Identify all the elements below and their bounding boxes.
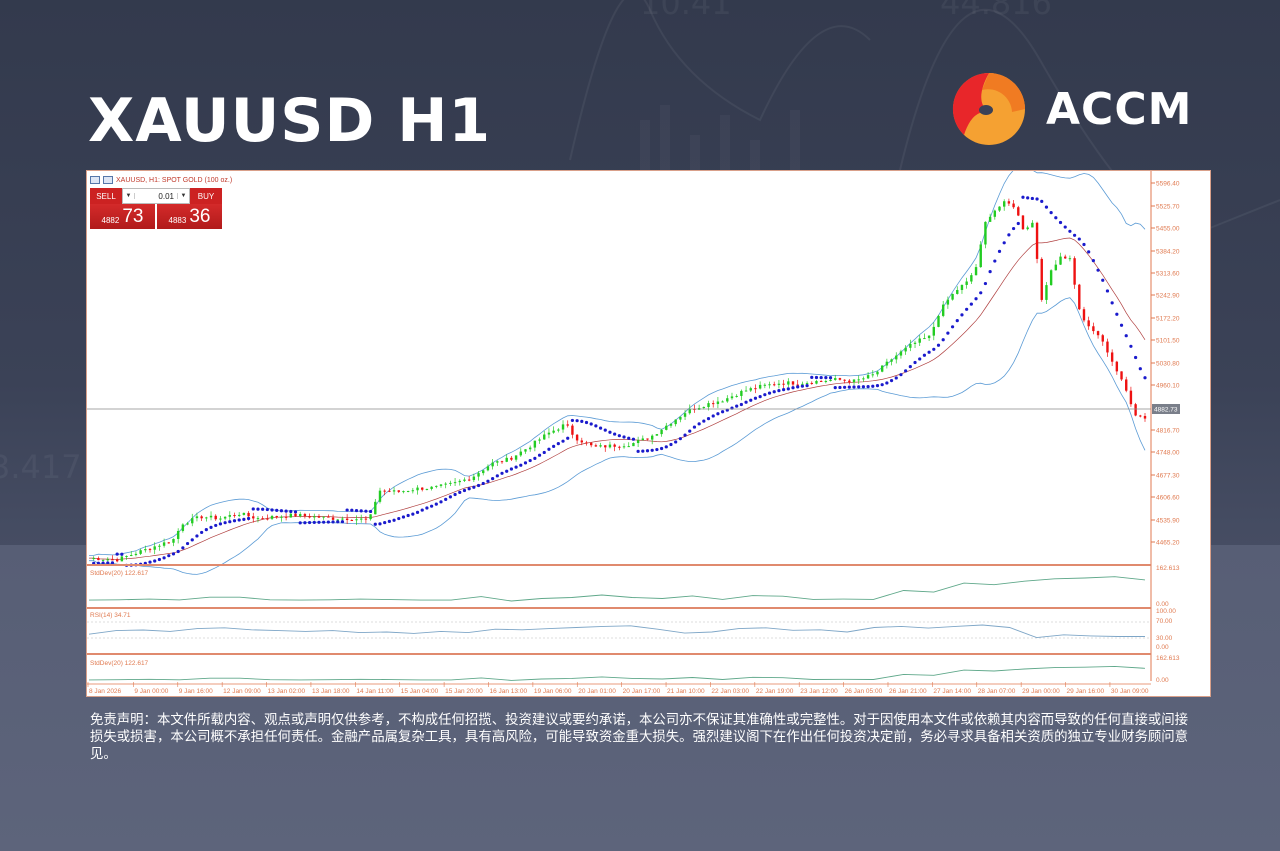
svg-text:4535.90: 4535.90	[1156, 518, 1180, 525]
sell-price-button[interactable]: 4882 73	[90, 204, 155, 229]
svg-text:4677.30: 4677.30	[1156, 473, 1180, 480]
svg-text:28 Jan 07:00: 28 Jan 07:00	[978, 688, 1016, 695]
chart-symbol-label: XAUUSD, H1: SPOT GOLD (100 oz.)	[116, 176, 233, 184]
trading-chart-window[interactable]: 5596.40 5525.70 5455.00 5384.20 5313.60 5242.…	[86, 170, 1211, 697]
sell-price-prefix: 4882	[101, 216, 120, 225]
bollinger-lower	[89, 297, 1146, 575]
svg-text:RSI(14) 34.71: RSI(14) 34.71	[90, 612, 131, 619]
buy-price-button[interactable]: 4883 36	[157, 204, 222, 229]
svg-text:8 Jan 2026: 8 Jan 2026	[89, 688, 122, 695]
svg-text:4465.20: 4465.20	[1156, 540, 1180, 547]
svg-text:30 Jan 09:00: 30 Jan 09:00	[1111, 688, 1149, 695]
svg-text:13 Jan 18:00: 13 Jan 18:00	[312, 688, 350, 695]
svg-text:10.41: 10.41	[640, 0, 732, 22]
svg-text:100.00: 100.00	[1156, 608, 1176, 615]
svg-text:5030.80: 5030.80	[1156, 361, 1180, 368]
svg-text:23 Jan 12:00: 23 Jan 12:00	[800, 688, 838, 695]
svg-text:0.00: 0.00	[1156, 644, 1169, 651]
svg-text:9 Jan 16:00: 9 Jan 16:00	[179, 688, 213, 695]
svg-text:22 Jan 19:00: 22 Jan 19:00	[756, 688, 794, 695]
svg-text:15 Jan 04:00: 15 Jan 04:00	[401, 688, 439, 695]
current-price-label: 4882.73	[1154, 407, 1178, 414]
disclaimer-text: 免责声明：本文件所载内容、观点或声明仅供参考，不构成任何招揽、投资建议或要约承诺…	[90, 713, 1189, 762]
svg-text:26 Jan 05:00: 26 Jan 05:00	[845, 688, 883, 695]
lot-size-input[interactable]: ▼ 0.01 ▼	[122, 188, 190, 204]
svg-text:13 Jan 02:00: 13 Jan 02:00	[268, 688, 306, 695]
svg-text:21 Jan 10:00: 21 Jan 10:00	[667, 688, 705, 695]
svg-text:4816.70: 4816.70	[1156, 428, 1180, 435]
svg-text:StdDev(20) 122.617: StdDev(20) 122.617	[90, 660, 149, 667]
lot-increase-icon[interactable]: ▼	[177, 193, 189, 199]
svg-text:162.613: 162.613	[1156, 655, 1180, 662]
svg-text:5596.40: 5596.40	[1156, 181, 1180, 188]
svg-text:5313.60: 5313.60	[1156, 271, 1180, 278]
sell-button[interactable]: SELL	[90, 188, 122, 204]
lot-size-value[interactable]: 0.01	[158, 191, 174, 201]
svg-text:4748.00: 4748.00	[1156, 450, 1180, 457]
candles	[92, 198, 1147, 564]
svg-text:20 Jan 01:00: 20 Jan 01:00	[578, 688, 616, 695]
svg-text:19 Jan 06:00: 19 Jan 06:00	[534, 688, 572, 695]
svg-text:20 Jan 17:00: 20 Jan 17:00	[623, 688, 661, 695]
svg-text:44.816: 44.816	[940, 0, 1052, 22]
moving-average	[89, 237, 1146, 560]
svg-text:30.00: 30.00	[1156, 635, 1173, 642]
svg-text:22 Jan 03:00: 22 Jan 03:00	[711, 688, 749, 695]
svg-text:162.613: 162.613	[1156, 565, 1180, 572]
sell-price-pips: 73	[122, 206, 144, 227]
svg-text:3.417: 3.417	[0, 448, 82, 486]
buy-price-pips: 36	[189, 206, 211, 227]
svg-text:12 Jan 09:00: 12 Jan 09:00	[223, 688, 261, 695]
svg-text:14 Jan 11:00: 14 Jan 11:00	[356, 688, 393, 695]
svg-text:70.00: 70.00	[1156, 618, 1173, 625]
svg-text:5455.00: 5455.00	[1156, 226, 1180, 233]
svg-text:5242.90: 5242.90	[1156, 293, 1180, 300]
svg-text:0.00: 0.00	[1156, 601, 1169, 608]
svg-text:9 Jan 00:00: 9 Jan 00:00	[134, 688, 168, 695]
svg-text:5101.50: 5101.50	[1156, 338, 1180, 345]
lot-decrease-icon[interactable]: ▼	[123, 193, 135, 199]
svg-text:5172.20: 5172.20	[1156, 316, 1180, 323]
svg-text:16 Jan 13:00: 16 Jan 13:00	[489, 688, 527, 695]
parabolic-sar	[92, 195, 1147, 567]
price-chart-canvas[interactable]: 5596.40 5525.70 5455.00 5384.20 5313.60 5242.…	[87, 171, 1212, 698]
svg-text:5525.70: 5525.70	[1156, 204, 1180, 211]
buy-price-prefix: 4883	[168, 216, 187, 225]
bollinger-upper	[89, 171, 1146, 556]
chart-properties-icon[interactable]	[103, 176, 113, 184]
chart-header: XAUUSD, H1: SPOT GOLD (100 oz.)	[90, 176, 232, 184]
svg-text:4606.60: 4606.60	[1156, 495, 1180, 502]
page-title: XAUUSD H1	[88, 86, 492, 156]
svg-text:29 Jan 00:00: 29 Jan 00:00	[1022, 688, 1060, 695]
svg-text:29 Jan 16:00: 29 Jan 16:00	[1067, 688, 1105, 695]
svg-text:15 Jan 20:00: 15 Jan 20:00	[445, 688, 483, 695]
brand-logo: ACCM	[952, 72, 1192, 146]
svg-text:StdDev(20) 122.617: StdDev(20) 122.617	[90, 570, 149, 577]
svg-text:4960.10: 4960.10	[1156, 383, 1180, 390]
one-click-trade-panel: SELL ▼ 0.01 ▼ BUY 4882 73 4883 36	[90, 188, 222, 229]
svg-text:0.00: 0.00	[1156, 677, 1169, 684]
accm-logo-icon	[952, 72, 1025, 145]
chart-menu-icon[interactable]	[90, 176, 100, 184]
brand-name: ACCM	[1046, 83, 1193, 135]
buy-button[interactable]: BUY	[190, 188, 222, 204]
svg-text:26 Jan 21:00: 26 Jan 21:00	[889, 688, 927, 695]
svg-text:5384.20: 5384.20	[1156, 249, 1180, 256]
svg-text:27 Jan 14:00: 27 Jan 14:00	[933, 688, 971, 695]
